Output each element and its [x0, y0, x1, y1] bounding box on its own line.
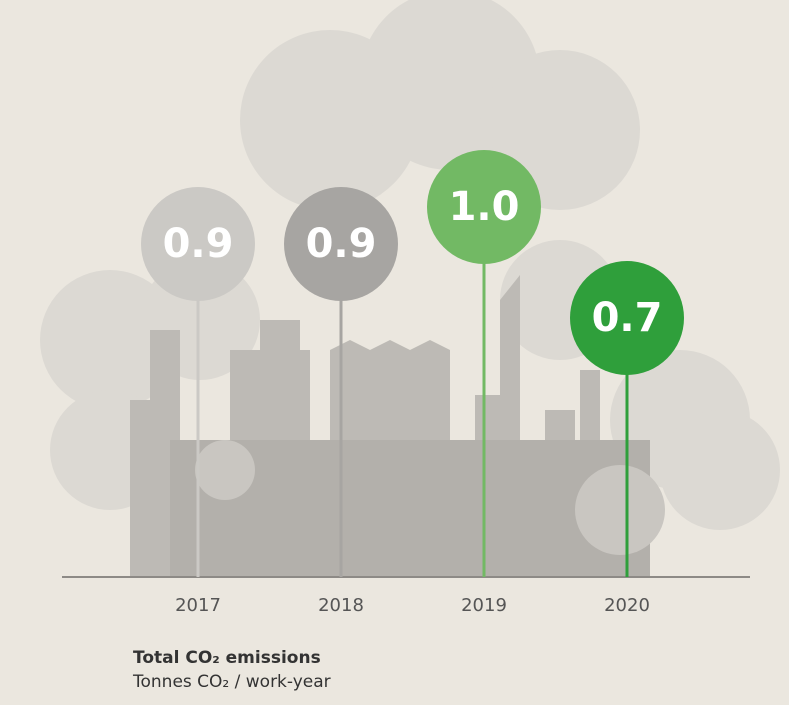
x-tick-label: 2017: [175, 595, 221, 616]
x-tick-label: 2020: [604, 595, 650, 616]
bubble: [141, 187, 255, 301]
chart-title: Total CO₂ emissions: [133, 648, 321, 668]
value-label: 0.9: [306, 221, 377, 267]
value-label: 0.9: [163, 221, 234, 267]
value-label: 1.0: [449, 184, 520, 230]
value-label: 0.7: [592, 295, 663, 341]
bubble: [570, 261, 684, 375]
chart-subtitle: Tonnes CO₂ / work-year: [132, 672, 331, 692]
bubble: [284, 187, 398, 301]
x-tick-label: 2018: [318, 595, 364, 616]
bubble: [427, 150, 541, 264]
city-silhouette: [130, 275, 665, 577]
x-tick-label: 2019: [461, 595, 507, 616]
